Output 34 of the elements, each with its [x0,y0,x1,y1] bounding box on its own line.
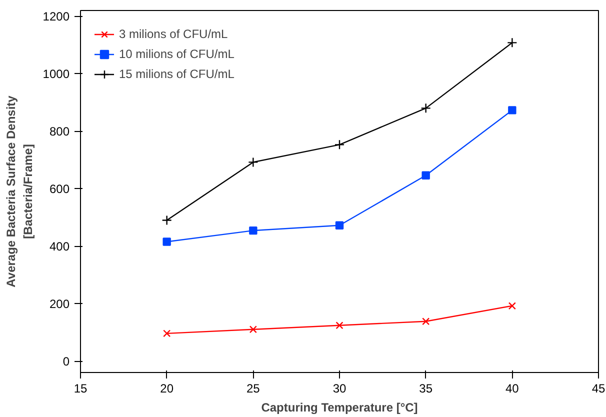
point [507,38,518,48]
x-tick-label: 45 [592,382,606,396]
point [162,215,172,226]
y-tick-label: 0 [62,354,70,369]
point [249,326,257,334]
legend-label: 10 milions of CFU/mL [119,47,234,61]
point [420,103,431,114]
x-tick-label: 20 [160,382,174,396]
y-tick-label: 1200 [42,10,70,24]
y-tick-label: 600 [49,182,70,196]
x-axis-title: Capturing Temperature [°C] [261,400,418,414]
y-tick-label: 800 [49,124,70,139]
y-axis-title: Average Bacteria Surface Density [Bacteria/Frame] [4,95,35,288]
legend-label: 3 milions of CFU/mL [119,27,228,41]
x-tick-label: 40 [505,382,520,396]
y-tick-label: 400 [49,240,70,254]
point [163,330,171,338]
point [422,318,430,326]
y-tick-label: 200 [49,297,70,312]
x-tick-label: 30 [332,382,346,396]
point [336,322,344,330]
point [422,171,430,180]
point [162,238,171,246]
x-tick-label: 15 [74,382,88,396]
point [249,226,258,235]
point [334,140,345,150]
legend-label: 15 milions of CFU/mL [119,67,234,81]
point [335,221,344,230]
x-tick-label: 35 [419,382,433,396]
point [508,302,516,310]
x-tick-label: 25 [246,382,260,396]
y-tick-label: 1000 [42,67,70,82]
point [508,106,516,114]
point [248,157,258,168]
